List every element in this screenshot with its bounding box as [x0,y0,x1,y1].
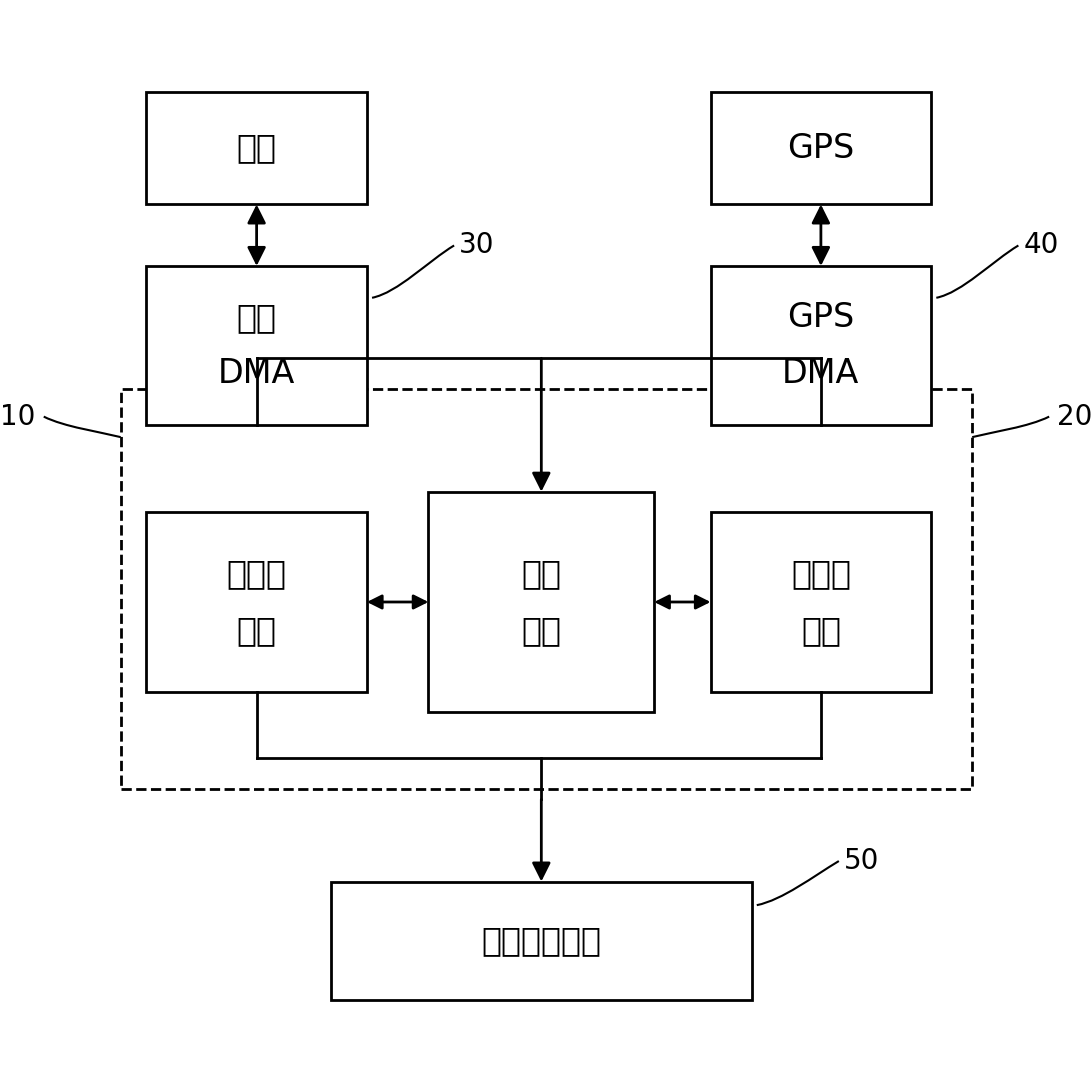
Text: 30: 30 [459,231,494,260]
Text: 惯组: 惯组 [237,301,277,333]
Text: DMA: DMA [782,357,860,390]
Bar [710,513,932,692]
Text: 10: 10 [0,403,36,431]
Bar [710,91,932,204]
Text: 50: 50 [844,847,879,875]
Text: 第一处: 第一处 [227,557,287,591]
Text: GPS: GPS [788,131,854,164]
Text: 第二处: 第二处 [791,557,851,591]
Text: 理器: 理器 [237,614,277,646]
Text: GPS: GPS [788,301,854,333]
Bar [331,882,752,999]
Bar [121,389,972,790]
Text: 40: 40 [1023,231,1059,260]
Bar [146,513,367,692]
Bar [429,492,655,712]
Text: 惯组: 惯组 [237,131,277,164]
Text: DMA: DMA [218,357,296,390]
Bar [146,266,367,425]
Text: 检测输出模块: 检测输出模块 [481,924,601,957]
Bar [146,91,367,204]
Text: 理器: 理器 [801,614,841,646]
Text: 内存: 内存 [521,614,561,646]
Bar [710,266,932,425]
Text: 20: 20 [1057,403,1091,431]
Text: 共享: 共享 [521,557,561,591]
